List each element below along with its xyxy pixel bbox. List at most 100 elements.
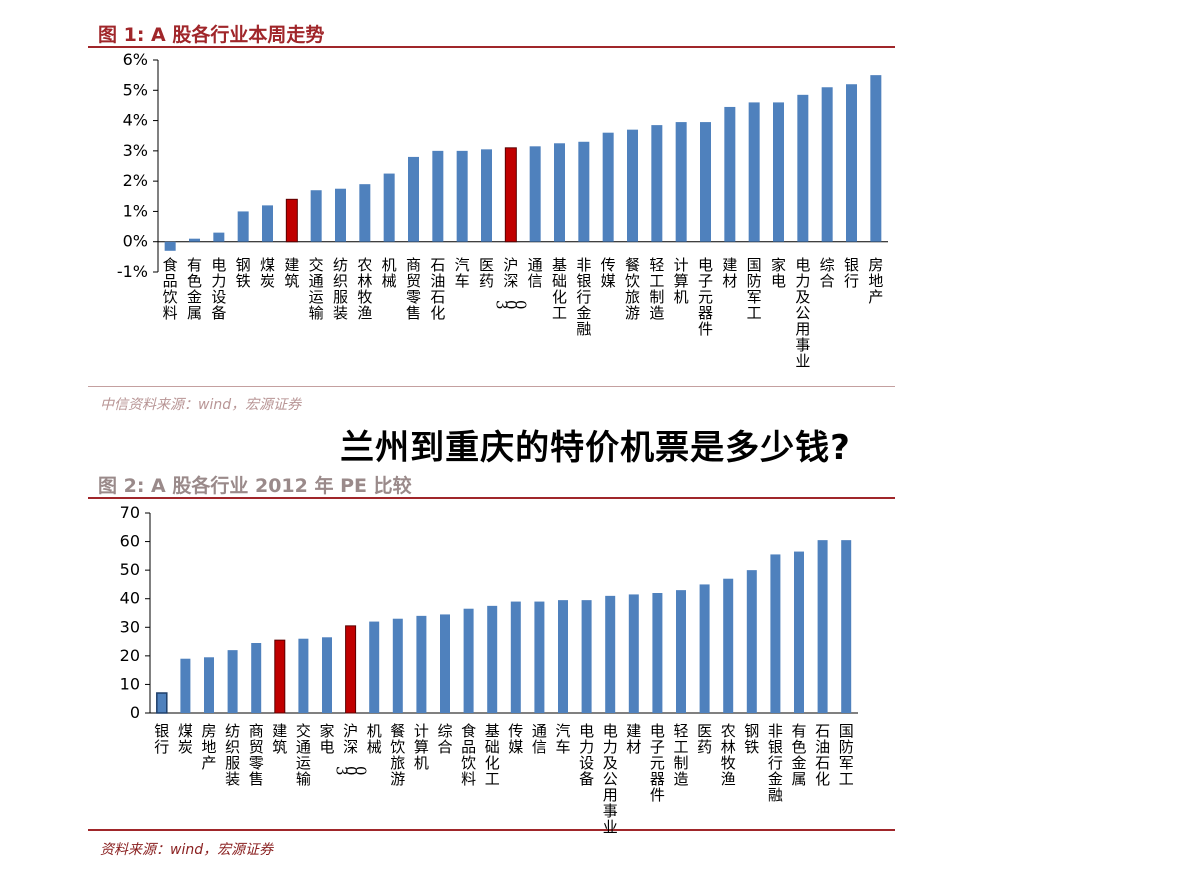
bar-有色金属	[794, 551, 804, 713]
fig1-source: 中信资料来源：wind，宏源证券	[100, 397, 302, 413]
category-label: 农林牧渔	[721, 722, 736, 788]
bar-有色金属	[189, 238, 200, 242]
category-label: 电子元器件	[650, 722, 665, 804]
category-label: 电力设备	[579, 722, 594, 788]
bar-计算机	[416, 615, 427, 713]
bar-计算机	[675, 122, 687, 242]
category-label: 家电	[319, 722, 334, 756]
bar-轻工制造	[651, 125, 663, 242]
category-label: 电力设备	[211, 256, 226, 322]
bar-医药	[699, 584, 710, 713]
category-label: 农林牧渔	[357, 256, 372, 322]
bar-轻工制造	[676, 590, 686, 713]
bar-传媒	[602, 132, 614, 242]
y-tick-label: 60	[120, 532, 140, 551]
bar-沪深300	[504, 147, 517, 243]
category-label: 交通运输	[309, 256, 324, 322]
bar-基础化工	[487, 605, 498, 713]
y-tick-label: 4%	[123, 111, 148, 130]
bar-医药	[481, 149, 492, 242]
category-label: 沪深 300	[332, 722, 369, 776]
bar-建筑	[274, 639, 286, 714]
bar-综合	[440, 614, 450, 713]
bar-商贸零售	[408, 156, 419, 242]
category-label: 基础化工	[552, 256, 567, 322]
bar-交通运输	[298, 638, 309, 713]
category-label: 钢铁	[236, 256, 251, 290]
category-label: 建材	[722, 256, 737, 290]
y-tick-label: 3%	[123, 141, 148, 160]
bar-石油石化	[817, 540, 828, 713]
category-label: 通信	[532, 722, 547, 756]
y-tick-label: 40	[120, 589, 140, 608]
y-tick-label: 0%	[123, 232, 148, 251]
category-label: 轻工制造	[673, 722, 688, 788]
fig1-bottom-rule	[88, 386, 895, 387]
fig2-title: 图 2: A 股各行业 2012 年 PE 比较	[98, 475, 412, 497]
bar-通信	[534, 601, 545, 713]
bar-纺织服装	[335, 188, 346, 242]
bar-煤炭	[262, 205, 273, 242]
y-tick-label: 5%	[123, 80, 148, 99]
chart-2: 0 10 20 30 40 50 60 70 银行煤炭房地产纺织服装商贸零售建筑交通运输家电沪深…	[120, 503, 858, 836]
category-label: 石油石化	[815, 722, 830, 788]
category-label: 综合	[437, 722, 452, 756]
bar-银行	[156, 692, 168, 714]
bar-电力设备	[581, 600, 592, 713]
category-label: 银行	[844, 256, 859, 290]
category-label: 餐饮旅游	[390, 722, 405, 788]
fig2-source: 资料来源：wind，宏源证券	[100, 842, 274, 858]
bar-国防军工	[748, 102, 760, 242]
bar-纺织服装	[227, 650, 238, 713]
category-label: 建材	[626, 722, 641, 756]
y-tick-label: 50	[120, 560, 140, 579]
category-label: 钢铁	[744, 722, 759, 756]
bar-综合	[821, 87, 833, 242]
category-label: 沪深 300	[493, 256, 530, 310]
category-label: 计算机	[674, 256, 689, 306]
category-label: 非银行金融	[768, 722, 783, 804]
category-label: 银行	[154, 722, 169, 756]
bar-电力及公用事业	[605, 595, 616, 713]
bar-传媒	[510, 601, 521, 713]
category-label: 医药	[697, 722, 712, 756]
bar-电子元器件	[700, 122, 711, 242]
category-label: 食品饮料	[163, 256, 178, 322]
y-tick-label: 0	[130, 703, 140, 722]
y-tick-label: 6%	[123, 50, 148, 69]
bar-汽车	[558, 600, 568, 713]
bar-钢铁	[237, 211, 249, 242]
category-label: 传媒	[601, 256, 616, 290]
y-tick-label: -1%	[117, 262, 148, 281]
category-label: 传媒	[508, 722, 523, 756]
category-label: 房地产	[201, 722, 216, 772]
bar-机械	[383, 173, 395, 242]
bar-农林牧渔	[359, 184, 371, 242]
bar-交通运输	[310, 190, 322, 242]
bar-通信	[529, 146, 541, 242]
y-tick-label: 1%	[123, 201, 148, 220]
category-label: 计算机	[414, 722, 429, 772]
bar-餐饮旅游	[392, 618, 403, 713]
overlay-title: 兰州到重庆的特价机票是多少钱?	[340, 428, 851, 468]
category-label: 煤炭	[260, 256, 275, 290]
bar-食品饮料	[463, 608, 474, 713]
fig1-title: 图 1: A 股各行业本周走势	[98, 24, 325, 46]
category-label: 汽车	[455, 256, 470, 290]
category-label: 房地产	[868, 256, 883, 306]
y-tick-label: 70	[120, 503, 140, 522]
category-label: 建筑	[272, 722, 287, 756]
category-label: 通信	[528, 256, 543, 290]
bar-钢铁	[746, 570, 757, 713]
category-label: 餐饮旅游	[625, 256, 640, 322]
bar-非银行金融	[578, 141, 590, 242]
bar-机械	[369, 621, 380, 713]
bar-商贸零售	[251, 643, 262, 713]
category-label: 汽车	[555, 722, 570, 756]
bar-建材	[628, 594, 639, 713]
category-label: 国防军工	[747, 256, 762, 322]
bar-电子元器件	[652, 593, 663, 713]
bar-农林牧渔	[723, 578, 734, 713]
category-label: 国防军工	[839, 722, 854, 788]
bar-国防军工	[841, 540, 852, 713]
